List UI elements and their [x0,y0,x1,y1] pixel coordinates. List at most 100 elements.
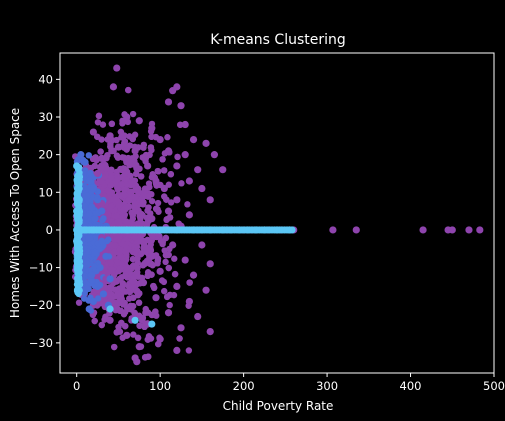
data-point-series-1 [114,290,123,298]
data-point-series-1 [189,271,198,279]
point-cluster-1 [139,314,147,322]
x-tick-label: 500 [483,379,505,393]
data-point-series-1 [89,128,97,136]
data-point-series-3 [148,320,156,328]
point-cluster-1 [159,156,166,163]
data-point-series-1 [219,166,227,174]
data-point-series-1 [177,324,185,332]
point-cluster-1 [115,233,122,240]
y-tick-label: −20 [29,298,53,312]
point-cluster-1 [125,86,132,94]
point-cluster-1 [148,191,155,198]
point-cluster-1 [158,277,166,284]
data-point-series-2 [83,260,91,268]
point-cluster-1 [127,172,134,180]
point-cluster-3 [288,226,296,234]
data-point-series-1 [352,226,360,234]
point-cluster-1 [116,248,123,255]
point-cluster-1 [114,186,122,193]
point-cluster-1 [125,283,133,290]
point-cluster-1 [148,311,156,319]
point-cluster-1 [149,171,156,178]
point-cluster-1 [166,214,174,221]
y-tick-label: −30 [29,336,53,350]
point-cluster-3 [76,197,83,204]
point-cluster-1 [115,202,123,209]
data-point-series-1 [206,196,214,204]
y-tick-label: 10 [38,185,53,199]
data-point-series-1 [164,98,173,106]
data-point-series-2 [98,207,106,215]
data-point-series-1 [173,162,181,170]
data-point-series-1 [139,279,148,287]
point-cluster-1 [104,211,112,218]
data-point-series-1 [181,151,189,159]
point-cluster-1 [123,203,130,211]
data-point-series-2 [81,286,89,294]
point-cluster-1 [113,212,120,220]
point-cluster-1 [171,270,179,278]
point-cluster-1 [114,306,121,313]
data-point-series-1 [93,169,102,178]
data-point-series-1 [164,207,173,215]
point-cluster-1 [117,128,125,136]
data-point-series-1 [131,147,139,155]
data-point-series-2 [99,290,107,298]
data-point-series-1 [198,184,206,193]
data-point-series-2 [93,196,102,204]
point-cluster-1 [130,262,137,269]
data-point-series-1 [148,124,156,132]
data-point-series-1 [123,113,131,121]
data-point-series-1 [106,132,114,140]
y-tick-label: 40 [38,72,53,86]
point-cluster-3 [74,254,81,261]
data-point-series-1 [152,294,160,302]
point-cluster-1 [162,258,169,266]
point-cluster-1 [145,333,153,340]
point-cluster-1 [101,268,109,275]
point-cluster-1 [145,204,152,211]
data-point-series-1 [181,120,189,129]
point-cluster-1 [135,299,143,306]
point-cluster-1 [108,120,116,128]
x-tick-label: 100 [149,379,171,393]
axes-frame [59,52,495,374]
data-point-series-1 [194,312,202,321]
data-point-series-1 [164,147,173,155]
point-cluster-1 [166,301,173,309]
data-point-series-1 [148,252,156,260]
data-point-series-1 [185,297,193,306]
point-cluster-2 [84,185,91,192]
point-cluster-1 [110,147,117,155]
point-cluster-1 [165,264,172,272]
data-point-series-1 [206,260,214,268]
point-cluster-1 [176,121,184,128]
axes: 0 100 200 300 400 500 −30 −20 −10 0 10 20 30 40 [29,52,505,393]
data-point-series-2 [77,151,85,159]
point-cluster-1 [95,112,103,120]
point-cluster-1 [165,181,172,188]
point-cluster-1 [86,164,94,172]
point-cluster-1 [147,144,155,151]
point-cluster-1 [119,280,126,287]
data-point-series-2 [85,305,93,313]
point-cluster-1 [132,153,139,160]
data-point-series-1 [135,237,143,245]
data-point-series-1 [202,286,210,294]
data-point-series-1 [148,215,156,223]
y-axis-label: Homes With Access To Open Space [8,108,22,318]
point-cluster-1 [134,220,141,227]
data-point-series-1 [106,316,114,324]
data-point-series-1 [173,196,181,204]
point-cluster-1 [141,259,149,267]
y-tick-label: −10 [29,261,53,275]
point-cluster-1 [165,251,172,259]
point-cluster-1 [135,190,142,197]
data-point-series-2 [81,218,89,227]
point-cluster-1 [185,347,193,354]
data-point-series-1 [98,154,106,163]
data-point-series-2 [81,158,89,166]
point-cluster-1 [114,176,121,183]
point-cluster-1 [147,210,154,217]
point-cluster-1 [149,232,156,240]
